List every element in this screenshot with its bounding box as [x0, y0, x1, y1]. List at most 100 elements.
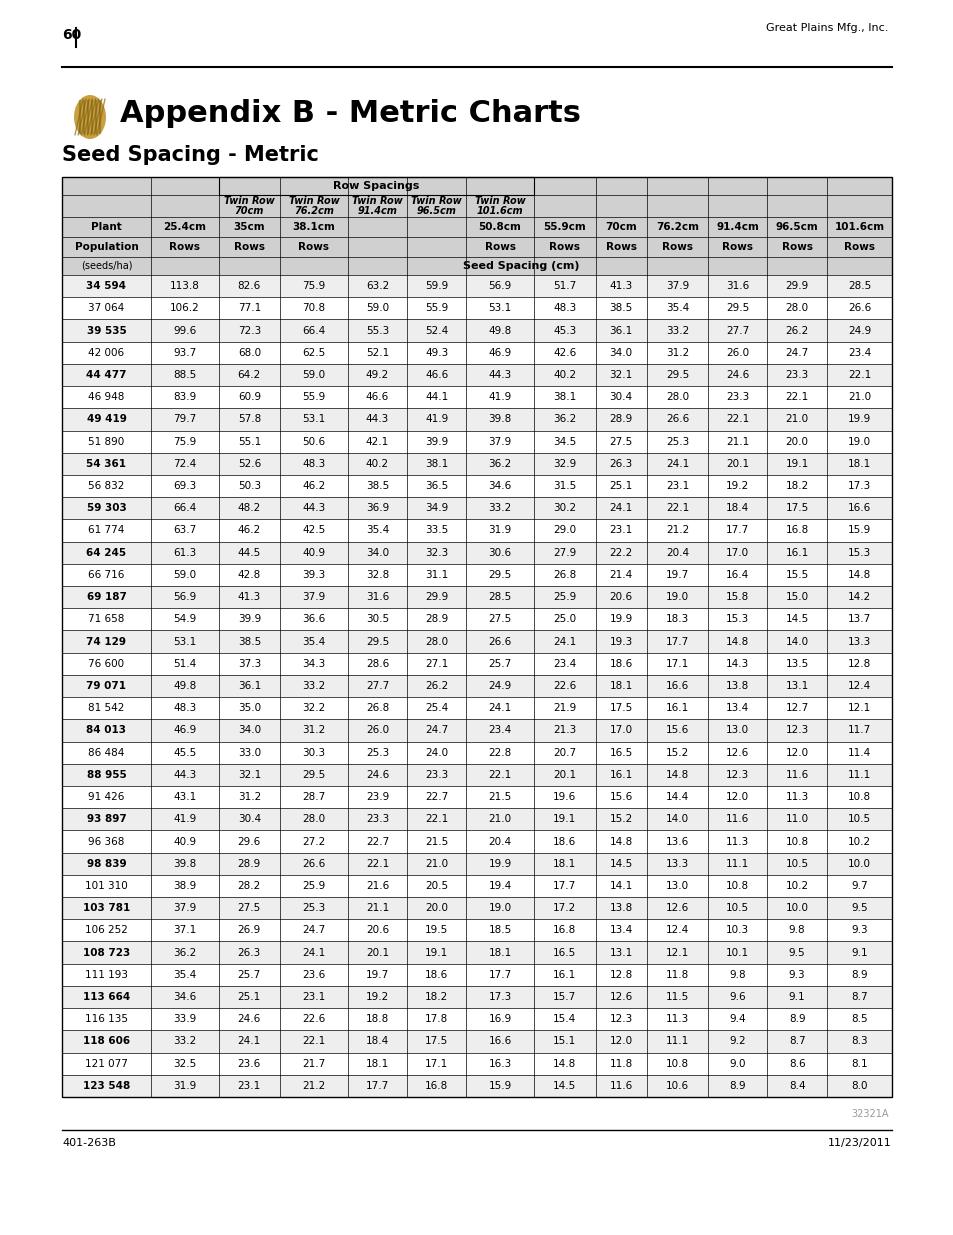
Text: 52.4: 52.4 — [425, 326, 448, 336]
Text: 91 426: 91 426 — [89, 792, 125, 802]
Text: 31.1: 31.1 — [425, 569, 448, 580]
Text: Rows: Rows — [843, 242, 874, 252]
Text: 20.1: 20.1 — [725, 459, 749, 469]
Text: 15.2: 15.2 — [609, 814, 632, 824]
Text: 16.6: 16.6 — [488, 1036, 511, 1046]
Text: 10.5: 10.5 — [725, 903, 749, 913]
Text: 23.1: 23.1 — [609, 525, 632, 536]
Text: 23.6: 23.6 — [237, 1058, 261, 1068]
Text: 9.5: 9.5 — [850, 903, 867, 913]
Text: 11.7: 11.7 — [847, 725, 870, 735]
Text: 14.2: 14.2 — [847, 592, 870, 603]
Text: 16.1: 16.1 — [665, 703, 688, 714]
Text: 101.6cm: 101.6cm — [834, 222, 883, 232]
Text: Twin Row: Twin Row — [411, 196, 461, 206]
Text: 118 606: 118 606 — [83, 1036, 130, 1046]
Text: 76 600: 76 600 — [89, 658, 125, 669]
Text: 17.3: 17.3 — [847, 482, 870, 492]
Text: 18.4: 18.4 — [365, 1036, 389, 1046]
Text: 48.2: 48.2 — [237, 504, 261, 514]
Text: 13.4: 13.4 — [725, 703, 749, 714]
Bar — [62, 674, 891, 697]
Text: 42.6: 42.6 — [553, 348, 576, 358]
Text: 17.1: 17.1 — [665, 658, 688, 669]
Text: 75.9: 75.9 — [172, 437, 196, 447]
Text: Appendix B - Metric Charts: Appendix B - Metric Charts — [120, 99, 580, 127]
Text: 28.2: 28.2 — [237, 881, 261, 890]
Text: 21.0: 21.0 — [488, 814, 511, 824]
Text: 31.2: 31.2 — [665, 348, 688, 358]
Text: 18.4: 18.4 — [725, 504, 749, 514]
Text: 12.6: 12.6 — [609, 992, 632, 1002]
Text: 12.3: 12.3 — [609, 1014, 632, 1024]
Text: 66.4: 66.4 — [172, 504, 196, 514]
Text: 15.9: 15.9 — [488, 1081, 511, 1091]
Text: 50.6: 50.6 — [302, 437, 325, 447]
Text: 59 303: 59 303 — [87, 504, 126, 514]
Bar — [62, 564, 891, 587]
Text: 113 664: 113 664 — [83, 992, 130, 1002]
Text: 17.5: 17.5 — [784, 504, 808, 514]
Text: 46.2: 46.2 — [237, 525, 261, 536]
Text: 34.6: 34.6 — [488, 482, 511, 492]
Text: 23.3: 23.3 — [784, 370, 808, 380]
Text: 9.3: 9.3 — [850, 925, 867, 935]
Text: 34.6: 34.6 — [172, 992, 196, 1002]
Text: 15.0: 15.0 — [784, 592, 808, 603]
Text: 41.9: 41.9 — [172, 814, 196, 824]
Text: 44 477: 44 477 — [86, 370, 127, 380]
Text: 18.1: 18.1 — [847, 459, 870, 469]
Text: 10.2: 10.2 — [784, 881, 808, 890]
Text: 30.6: 30.6 — [488, 547, 511, 558]
Text: 60: 60 — [62, 28, 81, 42]
Text: 18.3: 18.3 — [665, 614, 688, 625]
Text: 35.4: 35.4 — [172, 969, 196, 979]
Text: 29.9: 29.9 — [425, 592, 448, 603]
Bar — [62, 808, 891, 830]
Text: 49.8: 49.8 — [488, 326, 511, 336]
Text: 23.4: 23.4 — [488, 725, 511, 735]
Text: 59.0: 59.0 — [173, 569, 196, 580]
Text: 22.2: 22.2 — [609, 547, 632, 558]
Bar — [62, 1008, 891, 1030]
Text: 57.8: 57.8 — [237, 415, 261, 425]
Text: 23.1: 23.1 — [237, 1081, 261, 1091]
Text: 28.0: 28.0 — [425, 636, 448, 647]
Text: 18.5: 18.5 — [488, 925, 511, 935]
Text: 12.0: 12.0 — [784, 747, 808, 757]
Text: 101 310: 101 310 — [85, 881, 128, 890]
Text: 26.8: 26.8 — [553, 569, 576, 580]
Text: 36.1: 36.1 — [237, 680, 261, 692]
Bar — [62, 652, 891, 674]
Text: 14.8: 14.8 — [847, 569, 870, 580]
Text: 101.6cm: 101.6cm — [476, 206, 523, 216]
Bar — [62, 630, 891, 652]
Text: 26.9: 26.9 — [237, 925, 261, 935]
Text: 20.4: 20.4 — [665, 547, 688, 558]
Text: 14.4: 14.4 — [665, 792, 688, 802]
Bar — [62, 1030, 891, 1052]
Bar — [62, 409, 891, 431]
Text: 25.9: 25.9 — [553, 592, 576, 603]
Text: 96.5cm: 96.5cm — [775, 222, 818, 232]
Text: 24.1: 24.1 — [665, 459, 688, 469]
Text: 19.9: 19.9 — [488, 858, 511, 868]
Text: 26.2: 26.2 — [784, 326, 808, 336]
Text: 24.9: 24.9 — [847, 326, 870, 336]
Text: 96.5cm: 96.5cm — [416, 206, 456, 216]
Text: 49.3: 49.3 — [425, 348, 448, 358]
Text: 41.3: 41.3 — [609, 282, 632, 291]
Text: Rows: Rows — [661, 242, 692, 252]
Text: 19.1: 19.1 — [425, 947, 448, 957]
Text: 18.2: 18.2 — [425, 992, 448, 1002]
Text: 9.0: 9.0 — [729, 1058, 745, 1068]
Text: 13.0: 13.0 — [725, 725, 749, 735]
Text: 19.3: 19.3 — [609, 636, 632, 647]
Text: 15.2: 15.2 — [665, 747, 688, 757]
Text: 62.5: 62.5 — [302, 348, 325, 358]
Text: 13.3: 13.3 — [665, 858, 688, 868]
Text: 22.6: 22.6 — [553, 680, 576, 692]
Text: 23.9: 23.9 — [365, 792, 389, 802]
Text: 56.9: 56.9 — [172, 592, 196, 603]
Text: 12.8: 12.8 — [609, 969, 632, 979]
